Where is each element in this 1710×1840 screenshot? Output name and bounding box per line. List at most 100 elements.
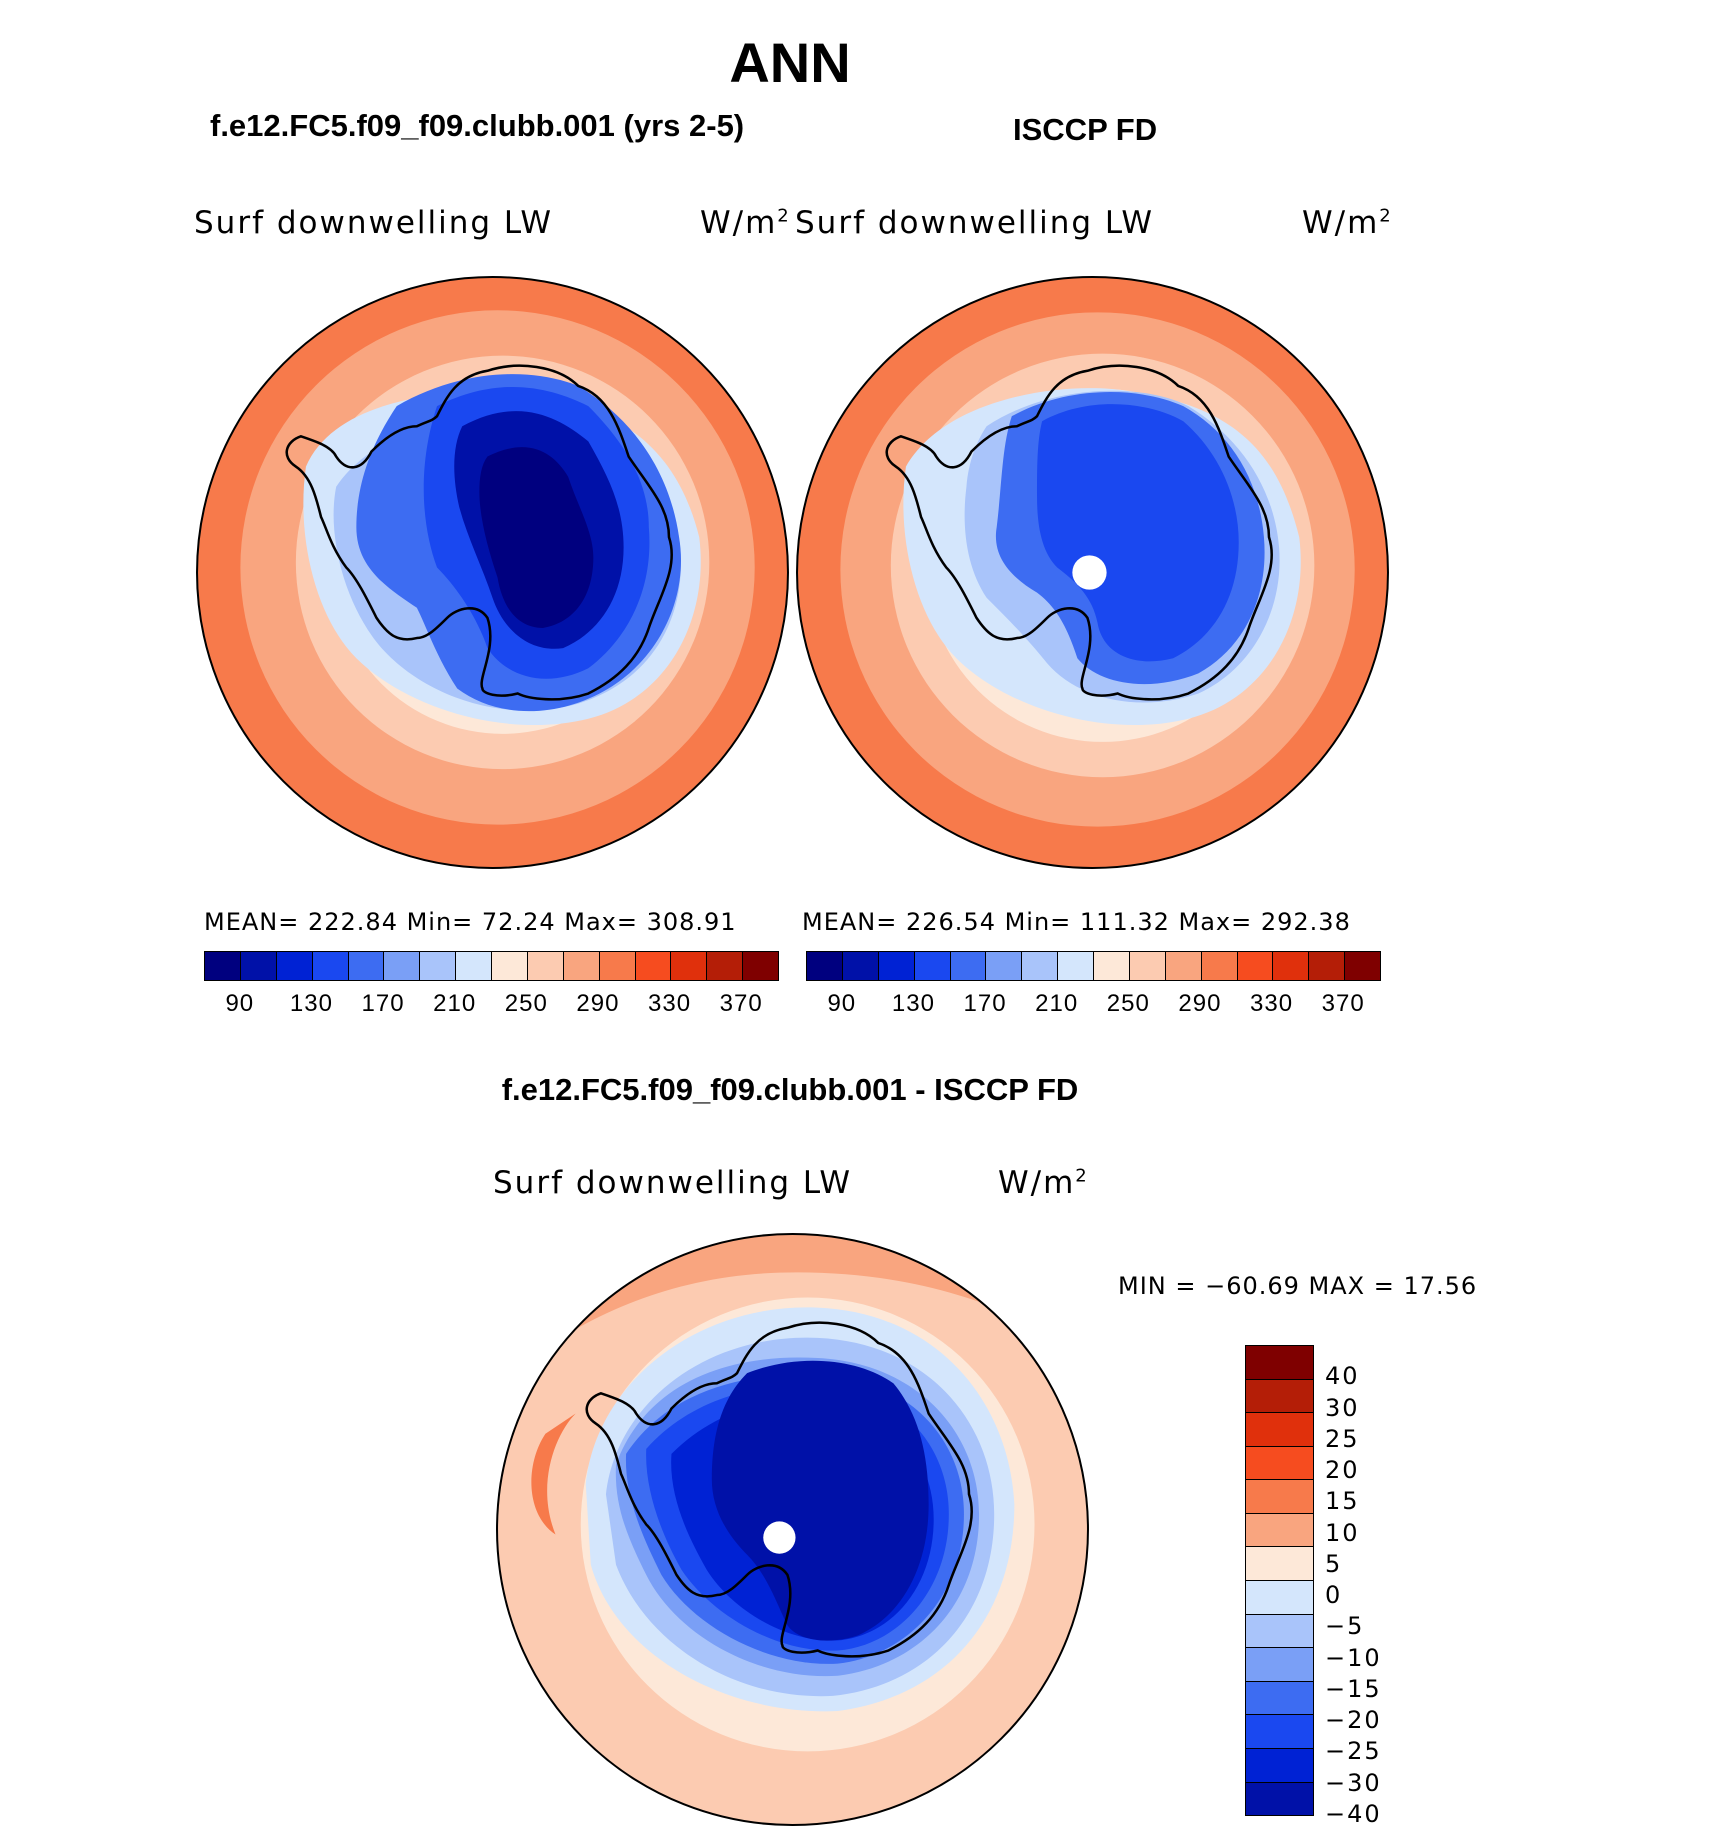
colorbar-tick-label: 370	[1321, 990, 1365, 1017]
missing-data-pole	[763, 1521, 796, 1554]
left-stats: MEAN= 222.84 Min= 72.24 Max= 308.91	[204, 908, 737, 936]
coastline	[285, 364, 673, 701]
colorbar-swatch	[1237, 952, 1274, 980]
main-title: ANN	[729, 31, 851, 94]
colorbar-tick-label: −5	[1325, 1612, 1365, 1641]
colorbar-tick-label: 170	[361, 990, 405, 1017]
colorbar-tick-label: 25	[1325, 1424, 1360, 1453]
colorbar-swatch	[1246, 1715, 1313, 1749]
colorbar-swatch	[1201, 952, 1238, 980]
colorbar-swatch	[743, 952, 778, 980]
colorbar-swatch	[878, 952, 915, 980]
right-colorbar	[806, 951, 1381, 981]
colorbar-swatch	[1246, 1446, 1313, 1481]
colorbar-swatch	[635, 952, 672, 980]
colorbar-tick-label: 5	[1325, 1549, 1343, 1578]
left-units-label: W/m2	[700, 205, 791, 241]
colorbar-swatch	[312, 952, 349, 980]
left-colorbar	[204, 951, 779, 981]
colorbar-swatch	[1246, 1480, 1313, 1514]
left-variable-label: Surf downwelling LW	[194, 205, 554, 241]
colorbar-swatch	[348, 952, 385, 980]
colorbar-tick-label: 250	[504, 990, 548, 1017]
diff-stats: MIN = −60.69 MAX = 17.56	[1118, 1272, 1478, 1300]
colorbar-swatch	[384, 952, 421, 980]
right-variable-label: Surf downwelling LW	[795, 205, 1155, 241]
colorbar-tick-label: 130	[289, 990, 333, 1017]
colorbar-tick-label: 20	[1325, 1456, 1360, 1485]
colorbar-swatch	[671, 952, 708, 980]
right-polar-map	[796, 276, 1389, 869]
colorbar-swatch	[986, 952, 1023, 980]
colorbar-tick-label: 290	[1178, 990, 1222, 1017]
colorbar-swatch	[1246, 1513, 1313, 1548]
colorbar-tick-label: −15	[1325, 1674, 1382, 1703]
colorbar-swatch	[842, 952, 879, 980]
colorbar-tick-label: 130	[891, 990, 935, 1017]
left-polar-map	[196, 276, 789, 869]
colorbar-tick-label: 330	[648, 990, 692, 1017]
colorbar-swatch	[1246, 1614, 1313, 1649]
colorbar-swatch	[950, 952, 987, 980]
colorbar-tick-label: 330	[1250, 990, 1294, 1017]
left-panel-title: f.e12.FC5.f09_f09.clubb.001 (yrs 2-5)	[210, 108, 745, 143]
colorbar-swatch	[527, 952, 564, 980]
colorbar-tick-label: 90	[225, 990, 255, 1017]
colorbar-tick-label: −40	[1325, 1800, 1382, 1828]
colorbar-swatch	[1246, 1748, 1313, 1783]
colorbar-swatch	[492, 952, 528, 980]
colorbar-swatch	[276, 952, 313, 980]
colorbar-swatch	[1246, 1379, 1313, 1414]
colorbar-tick-label: 0	[1325, 1581, 1343, 1610]
colorbar-swatch	[1246, 1681, 1313, 1716]
map-border	[796, 276, 1389, 869]
map-border	[196, 276, 789, 869]
colorbar-tick-label: −25	[1325, 1737, 1382, 1766]
difference-polar-map	[496, 1233, 1089, 1826]
colorbar-tick-label: 90	[827, 990, 857, 1017]
colorbar-swatch	[914, 952, 951, 980]
colorbar-tick-label: 10	[1325, 1518, 1360, 1547]
colorbar-swatch	[707, 952, 744, 980]
colorbar-swatch	[420, 952, 457, 980]
right-colorbar-ticks: 90 130 170 210 250 290 330 370	[806, 990, 1379, 1020]
colorbar-tick-label: −30	[1325, 1768, 1382, 1797]
colorbar-tick-label: 290	[576, 990, 620, 1017]
colorbar-tick-label: 210	[433, 990, 477, 1017]
colorbar-swatch	[807, 952, 843, 980]
colorbar-tick-label: −10	[1325, 1643, 1382, 1672]
colorbar-swatch	[1022, 952, 1059, 980]
right-units-label: W/m2	[1302, 205, 1393, 241]
right-stats: MEAN= 226.54 Min= 111.32 Max= 292.38	[802, 908, 1351, 936]
difference-colorbar	[1245, 1345, 1314, 1816]
colorbar-swatch	[1273, 952, 1310, 980]
colorbar-swatch	[240, 952, 277, 980]
coastline	[585, 1321, 973, 1658]
colorbar-tick-label: 370	[719, 990, 763, 1017]
colorbar-swatch	[1246, 1547, 1313, 1582]
colorbar-swatch	[1309, 952, 1346, 980]
right-panel-title: ISCCP FD	[1013, 112, 1158, 147]
colorbar-tick-label: 40	[1325, 1362, 1360, 1391]
colorbar-swatch	[1129, 952, 1166, 980]
coastline	[885, 364, 1273, 701]
colorbar-swatch	[1246, 1782, 1313, 1816]
colorbar-tick-label: −20	[1325, 1706, 1382, 1735]
colorbar-tick-label: 170	[963, 990, 1007, 1017]
colorbar-swatch	[456, 952, 492, 980]
map-border	[496, 1233, 1089, 1826]
colorbar-swatch	[1345, 952, 1380, 980]
diff-title: f.e12.FC5.f09_f09.clubb.001 - ISCCP FD	[501, 1072, 1079, 1107]
colorbar-swatch	[1246, 1648, 1313, 1682]
colorbar-tick-label: 210	[1035, 990, 1079, 1017]
colorbar-swatch	[205, 952, 241, 980]
colorbar-swatch	[599, 952, 636, 980]
diff-variable-label: Surf downwelling LW	[493, 1165, 853, 1201]
colorbar-tick-label: 250	[1106, 990, 1150, 1017]
colorbar-tick-label: 30	[1325, 1393, 1360, 1422]
diff-units-label: W/m2	[998, 1165, 1089, 1201]
missing-data-pole	[1072, 555, 1107, 590]
colorbar-swatch	[1094, 952, 1130, 980]
colorbar-swatch	[1058, 952, 1094, 980]
colorbar-swatch	[1246, 1581, 1313, 1615]
